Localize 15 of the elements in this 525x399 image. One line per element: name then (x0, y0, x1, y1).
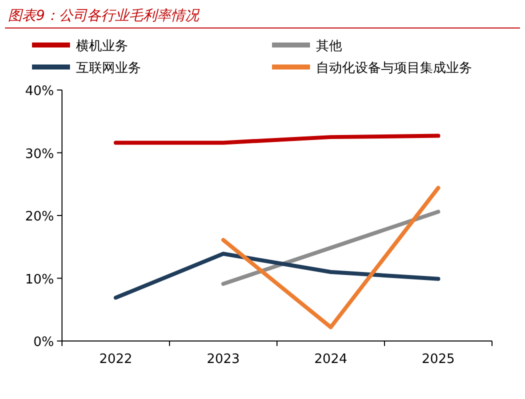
y-tick-label: 30% (25, 146, 54, 162)
y-tick-label: 20% (25, 210, 54, 224)
chart-title: 图表9：公司各行业毛利率情况 (8, 8, 200, 24)
y-tick-label: 10% (25, 272, 54, 288)
x-tick-label: 2024 (314, 352, 348, 367)
line-series (114, 252, 440, 300)
legend-label: 其他 (316, 39, 342, 54)
x-tick-label: 2023 (206, 352, 240, 367)
legend-label: 横机业务 (76, 39, 128, 54)
y-tick-label: 0% (33, 335, 54, 350)
legend-label: 互联网业务 (76, 61, 141, 76)
x-tick-label: 2022 (99, 352, 132, 367)
x-tick-label: 2025 (422, 352, 455, 367)
y-tick-label: 40% (25, 84, 54, 99)
legend-label: 自动化设备与项目集成业务 (316, 61, 472, 76)
